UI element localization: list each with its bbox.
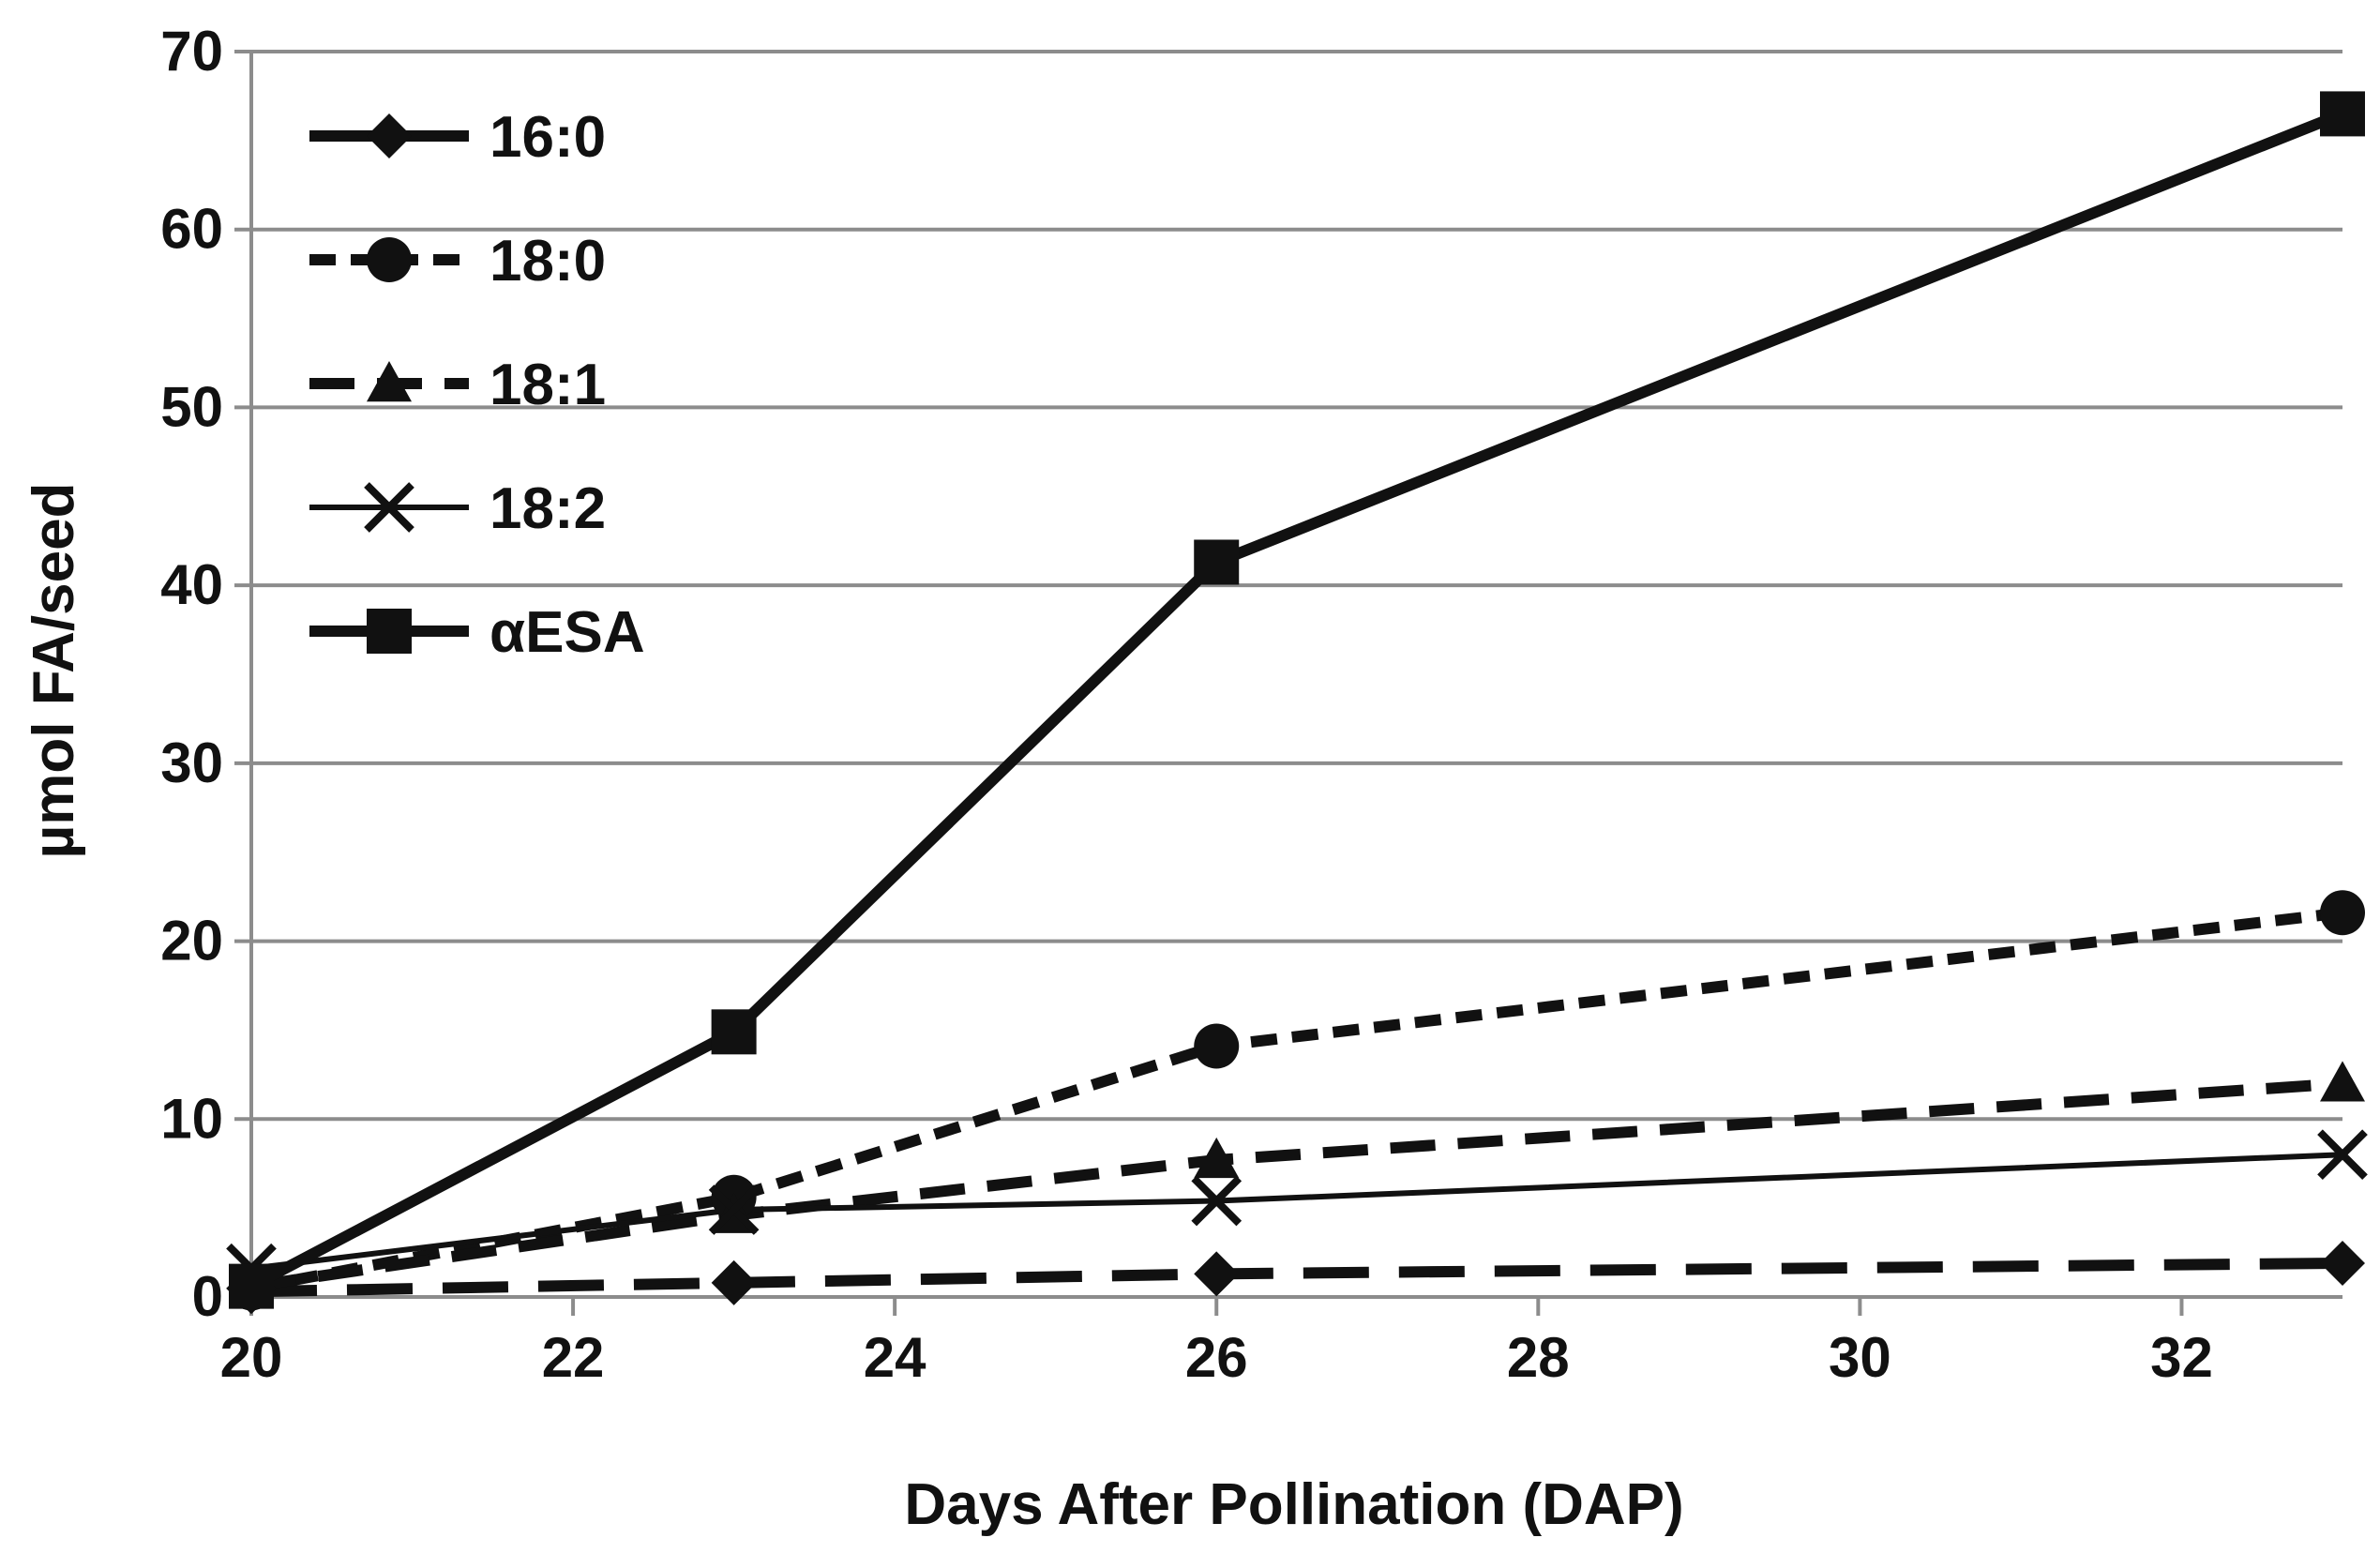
x-tick-label: 22 (542, 1326, 605, 1389)
legend-marker-esa (367, 609, 412, 654)
x-tick-label: 32 (2150, 1326, 2213, 1389)
data-point-esa (2320, 91, 2365, 137)
legend-label-esa: αESA (490, 600, 645, 665)
data-point-esa (229, 1263, 274, 1309)
y-tick-label: 40 (160, 553, 223, 616)
data-point-18-0 (2320, 890, 2365, 936)
data-point-18-2 (1191, 1175, 1243, 1227)
data-point-16-0 (711, 1259, 757, 1305)
y-tick-label: 70 (160, 20, 223, 83)
series-line-18-2 (250, 1152, 2343, 1272)
legend-label-16-0: 16:0 (490, 105, 606, 170)
legend-marker-18-2 (364, 482, 414, 533)
x-tick-label: 28 (1507, 1326, 1570, 1389)
data-point-18-0 (1194, 1023, 1240, 1069)
gridlines (251, 50, 2342, 1122)
series-line-16-0 (250, 1257, 2343, 1298)
data-point-18-2 (2317, 1129, 2368, 1181)
legend-marker-16-0 (367, 113, 412, 158)
axes: 0 10 20 30 40 50 60 70 20 22 24 26 28 30 32 (160, 20, 2342, 1389)
legend-label-18-0: 18:0 (490, 229, 606, 294)
legend: 16:0 18:0 18:1 18:2 αESA (309, 105, 645, 665)
data-point-esa (1194, 539, 1240, 585)
x-axis-title: Days After Pollination (DAP) (904, 1472, 1683, 1537)
data-point-18-1 (2320, 1061, 2365, 1102)
y-tick-label: 10 (160, 1087, 223, 1150)
data-point-18-1 (1194, 1137, 1240, 1179)
data-point-16-0 (1194, 1251, 1240, 1297)
y-axis-title: µmol FA/seed (22, 483, 86, 859)
y-tick-label: 20 (160, 910, 223, 973)
series-line-esa (249, 108, 2345, 1291)
legend-label-18-2: 18:2 (490, 476, 606, 541)
data-point-esa (711, 1009, 757, 1055)
y-tick-label: 0 (192, 1265, 223, 1328)
y-tick-label: 60 (160, 198, 223, 261)
series-markers (226, 91, 2368, 1315)
x-tick-label: 20 (220, 1326, 283, 1389)
series-line-18-0 (249, 907, 2343, 1294)
series-line-18-1 (250, 1078, 2343, 1292)
legend-marker-18-0 (367, 237, 412, 282)
x-tick-label: 30 (1829, 1326, 1891, 1389)
y-tick-label: 30 (160, 731, 223, 794)
legend-marker-18-1 (367, 361, 412, 402)
x-tick-label: 26 (1185, 1326, 1248, 1389)
x-tick-label: 24 (864, 1326, 926, 1389)
data-point-16-0 (2320, 1240, 2365, 1286)
y-tick-label: 50 (160, 375, 223, 438)
data-point-18-2 (708, 1184, 760, 1235)
legend-label-18-1: 18:1 (490, 353, 606, 417)
series-lines (249, 108, 2345, 1298)
